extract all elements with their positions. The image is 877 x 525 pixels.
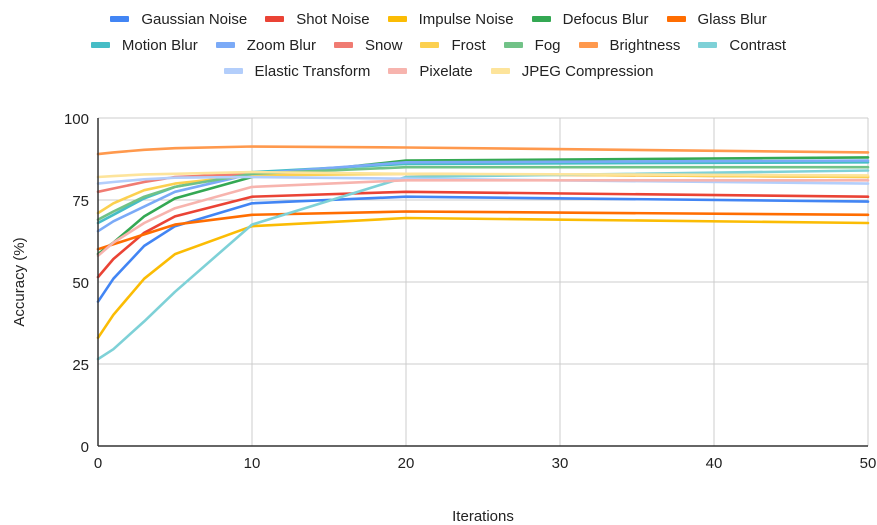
legend-swatch-icon xyxy=(223,68,243,74)
legend-swatch-icon xyxy=(531,16,551,22)
legend-row: Gaussian Noise Shot Noise Impulse Noise Def… xyxy=(0,6,877,32)
legend-label: Glass Blur xyxy=(697,10,767,28)
legend-item[interactable]: Gaussian Noise xyxy=(110,11,247,28)
y-tick-label: 100 xyxy=(64,111,89,128)
x-axis-title: Iterations xyxy=(452,508,514,525)
y-tick-label: 50 xyxy=(72,275,89,292)
legend-label: Defocus Blur xyxy=(562,10,649,28)
legend-label: Zoom Blur xyxy=(246,36,316,54)
series-lines xyxy=(96,145,870,361)
x-tick-label: 20 xyxy=(398,455,415,472)
x-tick-label: 30 xyxy=(552,455,569,472)
series-line-glass-blur xyxy=(96,210,870,251)
y-tick-label: 0 xyxy=(81,439,89,456)
legend-item[interactable]: Motion Blur xyxy=(90,36,198,54)
legend-label: Frost xyxy=(451,36,486,54)
legend-label: Brightness xyxy=(609,36,681,54)
legend-label: Motion Blur xyxy=(121,36,198,54)
legend-item[interactable]: Contrast xyxy=(698,37,786,54)
series-line-elastic-transform xyxy=(96,175,870,185)
legend-label: Impulse Noise xyxy=(418,10,514,28)
series-line-zoom-blur xyxy=(96,159,870,233)
legend-label: JPEG Compression xyxy=(521,62,654,80)
legend-label: Snow xyxy=(364,36,403,54)
legend-item[interactable]: Defocus Blur xyxy=(531,10,649,28)
series-line-contrast xyxy=(96,169,870,361)
legend-swatch-icon xyxy=(90,42,110,48)
legend-label: Shot Noise xyxy=(296,10,370,28)
x-tick-label: 10 xyxy=(244,455,261,472)
x-tick-labels: 0 10 20 30 40 50 xyxy=(94,455,877,472)
series-line-jpeg-compression xyxy=(96,170,870,179)
y-axis-title: Accuracy (%) xyxy=(11,237,28,326)
series-line-gaussian-noise xyxy=(96,195,870,304)
legend-swatch-icon xyxy=(698,42,718,48)
legend-item[interactable]: Snow xyxy=(333,36,403,54)
y-tick-label: 25 xyxy=(72,357,89,374)
legend-swatch-icon xyxy=(388,68,408,74)
y-tick-label: 75 xyxy=(72,193,89,210)
legend-label: Pixelate xyxy=(419,62,473,80)
legend-swatch-icon xyxy=(215,42,235,48)
legend-item[interactable]: Frost xyxy=(420,36,486,54)
legend-item[interactable]: Fog xyxy=(503,36,561,54)
series-line-impulse-noise xyxy=(96,216,870,340)
legend-item[interactable]: Impulse Noise xyxy=(387,10,514,28)
legend-swatch-icon xyxy=(265,16,285,22)
legend-label: Fog xyxy=(534,36,561,54)
series-line-shot-noise xyxy=(96,190,870,279)
legend-swatch-icon xyxy=(666,16,686,22)
legend-swatch-icon xyxy=(333,42,353,48)
legend-swatch-icon xyxy=(420,42,440,48)
legend-row: Motion Blur Zoom Blur Snow Frost Fog Brightne… xyxy=(0,32,877,58)
legend-swatch-icon xyxy=(387,16,407,22)
legend-item[interactable]: Elastic Transform xyxy=(223,62,371,80)
series-line-brightness xyxy=(96,145,870,156)
x-tick-label: 50 xyxy=(860,455,877,472)
legend-item[interactable]: Brightness xyxy=(578,36,681,54)
x-tick-label: 0 xyxy=(94,455,102,472)
y-tick-labels: 0 25 50 75 100 xyxy=(64,111,89,456)
legend-row: Elastic Transform Pixelate JPEG Compressio… xyxy=(0,58,877,84)
axes xyxy=(97,118,868,447)
legend: Gaussian Noise Shot Noise Impulse Noise Def… xyxy=(0,6,877,84)
x-tick-label: 40 xyxy=(706,455,723,472)
legend-swatch-icon xyxy=(503,42,523,48)
legend-label: Gaussian Noise xyxy=(141,10,248,28)
legend-swatch-icon xyxy=(578,42,598,48)
series-line-pixelate xyxy=(96,179,870,258)
legend-item[interactable]: Pixelate xyxy=(388,62,473,80)
legend-label: Contrast xyxy=(729,36,787,54)
series-line-fog xyxy=(96,165,870,221)
legend-swatch-icon xyxy=(110,16,130,22)
legend-item[interactable]: Shot Noise xyxy=(265,10,370,28)
legend-item[interactable]: JPEG Compression xyxy=(490,62,654,80)
legend-label: Elastic Transform xyxy=(254,62,371,80)
legend-swatch-icon xyxy=(490,68,510,74)
legend-item[interactable]: Glass Blur xyxy=(666,10,767,28)
legend-item[interactable]: Zoom Blur xyxy=(215,36,316,54)
